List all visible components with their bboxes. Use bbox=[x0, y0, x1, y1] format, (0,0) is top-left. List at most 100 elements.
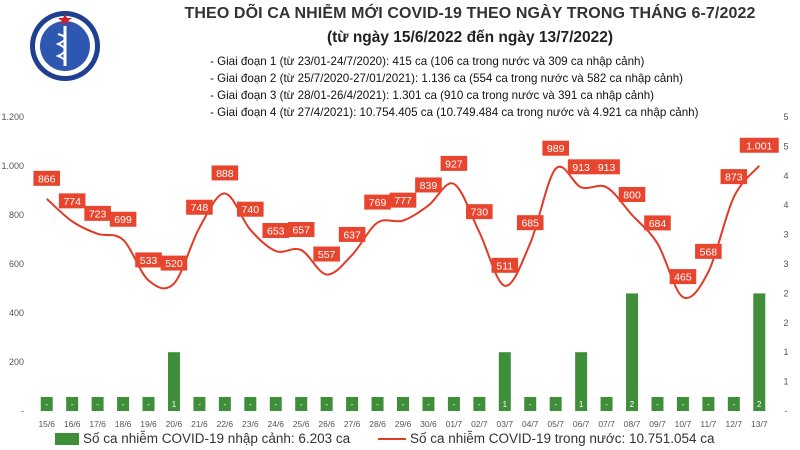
domestic-cases-label: 777 bbox=[394, 195, 412, 207]
imported-cases-bar-label: - bbox=[300, 400, 303, 409]
domestic-cases-label-box bbox=[593, 159, 620, 175]
domestic-cases-label-box bbox=[237, 201, 264, 217]
domestic-cases-label: 511 bbox=[496, 260, 513, 272]
imported-cases-bar bbox=[702, 397, 715, 411]
legend-bars-swatch bbox=[55, 433, 79, 446]
x-tick-label: 15/6 bbox=[38, 419, 55, 429]
imported-cases-bar-label: - bbox=[96, 400, 99, 409]
left-tick-label: 400 bbox=[9, 308, 24, 318]
left-tick-label: 1.000 bbox=[1, 161, 24, 171]
domestic-cases-label-box bbox=[415, 177, 442, 193]
ministry-of-health-logo bbox=[30, 11, 100, 81]
imported-cases-bar-label: 2 bbox=[630, 400, 635, 409]
x-tick-label: 05/7 bbox=[547, 419, 564, 429]
domestic-cases-label: 520 bbox=[165, 258, 183, 270]
imported-cases-bar bbox=[397, 397, 409, 411]
domestic-cases-label: 723 bbox=[89, 208, 107, 220]
domestic-cases-label-box bbox=[84, 205, 111, 221]
domestic-cases-labels: 866 774 723 699 533 520 748 888 740 653 657 557 637 7… bbox=[33, 137, 779, 285]
domestic-cases-label: 913 bbox=[598, 162, 616, 174]
x-tick-label: 19/6 bbox=[140, 419, 157, 429]
imported-cases-bar bbox=[447, 397, 460, 411]
imported-cases-bar-label: - bbox=[656, 400, 659, 409]
x-tick-label: 30/6 bbox=[420, 419, 437, 429]
domestic-cases-line bbox=[46, 165, 761, 300]
domestic-cases-label-box bbox=[313, 246, 340, 262]
x-tick-label: 20/6 bbox=[166, 419, 183, 429]
imported-cases-bar-label: - bbox=[682, 400, 685, 409]
x-tick-label: 12/7 bbox=[726, 419, 743, 429]
domestic-cases-label-box bbox=[58, 193, 86, 209]
domestic-cases-label-box bbox=[739, 137, 779, 153]
domestic-cases-label-box bbox=[160, 255, 188, 271]
x-tick-label: 26/6 bbox=[318, 419, 335, 429]
imported-cases-bar-label: - bbox=[732, 400, 735, 409]
right-tick-label: 5 bbox=[783, 141, 788, 151]
imported-cases-bar-label: - bbox=[122, 400, 125, 409]
domestic-cases-label-box bbox=[364, 194, 391, 210]
x-tick-label: 11/7 bbox=[700, 419, 716, 429]
imported-cases-bar bbox=[626, 293, 639, 411]
imported-cases-bar-label: - bbox=[45, 400, 48, 409]
stage-summary-item: - Giai đoạn 3 (từ 28/01-26/4/2021): 1.30… bbox=[210, 89, 654, 102]
legend-bars-label: Số ca nhiễm COVID-19 nhập cảnh: 6.203 ca bbox=[83, 431, 351, 446]
imported-cases-bar-label: - bbox=[249, 400, 252, 409]
imported-cases-bars: - - - - - 1 - - - - - - - - - - - - 1 - - 1 - 2 - - - - 2 bbox=[40, 293, 766, 411]
imported-cases-bar-label: - bbox=[478, 400, 481, 409]
domestic-cases-label: 888 bbox=[216, 168, 234, 180]
domestic-cases-label: 989 bbox=[547, 143, 565, 155]
imported-cases-bar bbox=[575, 352, 588, 411]
imported-cases-bar-label: - bbox=[198, 400, 201, 409]
domestic-cases-label-box bbox=[644, 215, 671, 231]
domestic-cases-label: 927 bbox=[445, 158, 463, 170]
imported-cases-bar bbox=[753, 293, 766, 411]
x-tick-label: 25/6 bbox=[293, 419, 310, 429]
domestic-cases-label-box bbox=[135, 252, 162, 268]
x-tick-label: 10/7 bbox=[675, 419, 692, 429]
legend-bars: Số ca nhiễm COVID-19 nhập cảnh: 6.203 ca bbox=[55, 431, 350, 446]
x-tick-label: 29/6 bbox=[395, 419, 412, 429]
domestic-cases-label-box bbox=[516, 215, 544, 231]
imported-cases-bar bbox=[676, 397, 689, 411]
domestic-cases-label: 533 bbox=[140, 255, 158, 267]
x-tick-label: 04/7 bbox=[522, 419, 539, 429]
right-tick-label: - bbox=[785, 406, 788, 416]
x-tick-label: 27/6 bbox=[344, 419, 361, 429]
domestic-cases-line-path bbox=[46, 165, 761, 300]
x-tick-label: 13/7 bbox=[751, 419, 768, 429]
domestic-cases-label: 465 bbox=[674, 272, 692, 284]
x-tick-label: 28/6 bbox=[369, 419, 386, 429]
imported-cases-bar bbox=[40, 397, 53, 411]
x-tick-label: 09/7 bbox=[649, 419, 666, 429]
x-tick-label: 07/7 bbox=[598, 419, 615, 429]
domestic-cases-label-box bbox=[262, 223, 290, 239]
domestic-cases-label: 657 bbox=[292, 225, 310, 237]
imported-cases-bar bbox=[524, 397, 537, 411]
imported-cases-bar bbox=[295, 397, 308, 411]
right-tick-label: 1 bbox=[783, 377, 788, 387]
imported-cases-bar-label: - bbox=[325, 400, 328, 409]
imported-cases-bar-label: 1 bbox=[172, 400, 177, 409]
right-tick-label: 2 bbox=[783, 318, 788, 328]
imported-cases-bar bbox=[167, 352, 180, 411]
x-tick-label: 02/7 bbox=[471, 419, 488, 429]
x-tick-label: 18/6 bbox=[115, 419, 132, 429]
domestic-cases-label: 699 bbox=[114, 214, 132, 226]
legend-line-label: Số ca nhiễm COVID-19 trong nước: 10.751.… bbox=[410, 431, 715, 446]
imported-cases-bar-label: - bbox=[605, 400, 608, 409]
domestic-cases-label-box bbox=[720, 169, 748, 185]
imported-cases-bar-label: - bbox=[427, 400, 430, 409]
imported-cases-bar-label: - bbox=[274, 400, 277, 409]
imported-cases-bar bbox=[422, 397, 435, 411]
imported-cases-bar bbox=[269, 397, 282, 411]
legend-line: Số ca nhiễm COVID-19 trong nước: 10.751.… bbox=[378, 431, 715, 446]
domestic-cases-label-box bbox=[186, 199, 213, 215]
left-tick-label: - bbox=[21, 406, 24, 416]
left-tick-label: 800 bbox=[9, 210, 24, 220]
imported-cases-bar bbox=[320, 397, 333, 411]
domestic-cases-label-box bbox=[211, 165, 239, 181]
domestic-cases-label-box bbox=[618, 187, 646, 202]
right-tick-label: 4 bbox=[783, 171, 788, 181]
imported-cases-bar-label: 1 bbox=[579, 400, 584, 409]
imported-cases-bar-label: - bbox=[147, 400, 150, 409]
